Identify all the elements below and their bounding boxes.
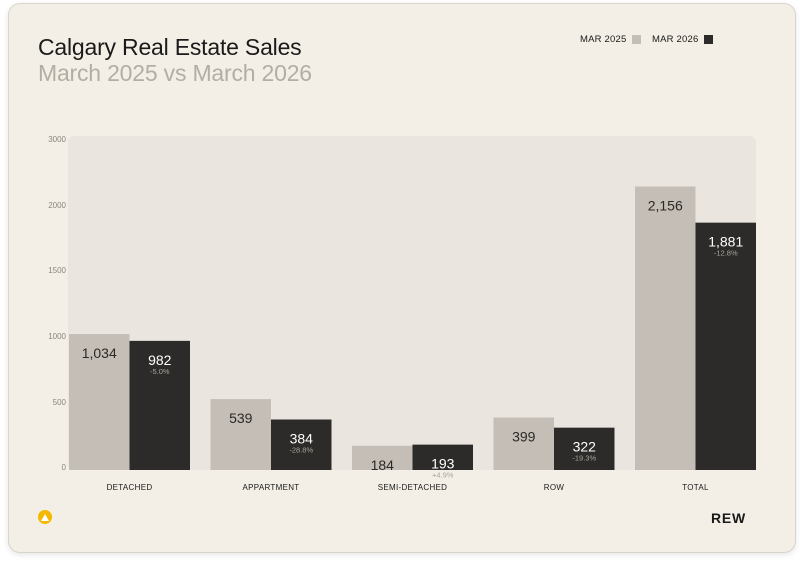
y-tick-label: 3000 <box>48 135 66 144</box>
legend-swatch <box>704 34 714 44</box>
bar-mar-2025 <box>352 445 413 470</box>
y-tick-label: 0 <box>62 463 67 472</box>
data-label-mar-2025: 184 <box>371 457 395 473</box>
change-label: -19.3% <box>572 454 596 463</box>
y-tick-label: 500 <box>53 398 67 407</box>
data-label-mar-2026: 384 <box>290 431 314 447</box>
bar-mar-2026 <box>271 419 332 470</box>
bar-mar-2025 <box>635 186 696 470</box>
chart-title: Calgary Real Estate Sales <box>38 34 302 60</box>
legend-item-mar-2026: MAR 2026 <box>652 33 714 45</box>
legend-label: MAR 2025 <box>580 33 627 45</box>
data-label-mar-2025: 1,034 <box>82 345 117 361</box>
change-label: -5.0% <box>150 367 170 376</box>
data-label-mar-2026: 193 <box>431 456 455 472</box>
bar-mar-2025 <box>493 417 554 470</box>
legend-label: MAR 2026 <box>652 33 699 45</box>
legend-item-mar-2025: MAR 2025 <box>580 33 642 45</box>
bar-mar-2026 <box>129 340 190 470</box>
change-label: +4.9% <box>432 471 454 480</box>
y-tick-label: 1000 <box>48 332 66 341</box>
data-label-mar-2026: 1,881 <box>708 234 743 250</box>
brand-logo-text: REW <box>711 510 747 526</box>
bar-mar-2025 <box>210 399 271 470</box>
y-tick-label: 2000 <box>48 201 66 210</box>
data-label-mar-2026: 322 <box>573 439 597 455</box>
data-label-mar-2025: 539 <box>229 410 253 426</box>
chart-subtitle: March 2025 vs March 2026 <box>38 60 312 86</box>
x-tick-label: APPARTMENT <box>243 483 300 492</box>
y-tick-label: 1500 <box>48 266 66 275</box>
data-label-mar-2026: 982 <box>148 352 172 368</box>
x-tick-label: TOTAL <box>682 483 709 492</box>
x-tick-label: DETACHED <box>107 483 153 492</box>
bar-mar-2025 <box>69 334 130 470</box>
x-tick-label: SEMI-DETACHED <box>378 483 448 492</box>
x-tick-label: ROW <box>544 483 565 492</box>
change-label: -28.8% <box>289 446 313 455</box>
bar-mar-2026 <box>695 222 756 470</box>
plot-area <box>68 136 756 470</box>
change-label: -12.8% <box>714 249 738 258</box>
bar-mar-2026 <box>412 444 473 470</box>
bar-mar-2026 <box>554 427 615 470</box>
legend-swatch <box>632 34 642 44</box>
data-label-mar-2025: 2,156 <box>648 197 683 213</box>
rew-logo-icon <box>38 510 52 524</box>
data-label-mar-2025: 399 <box>512 429 536 445</box>
